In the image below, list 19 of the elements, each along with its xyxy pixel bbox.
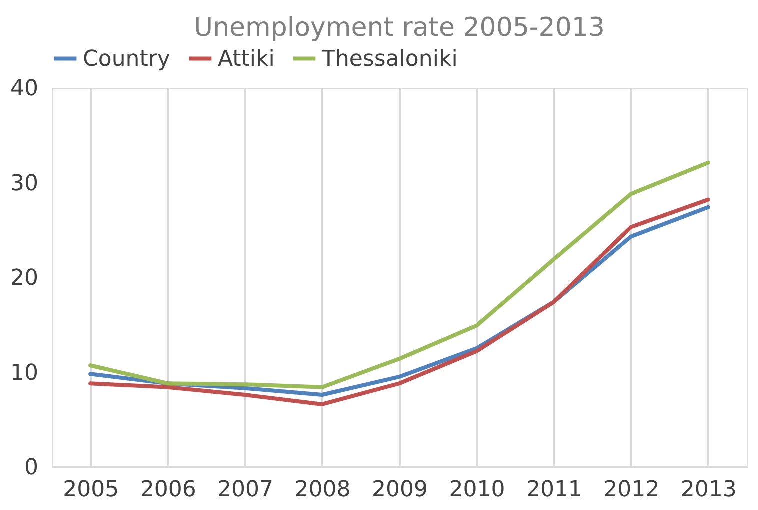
x-tick-label: 2013 <box>680 478 737 502</box>
legend-label: Attiki <box>218 46 275 72</box>
x-tick-label: 2006 <box>140 478 196 502</box>
x-tick-label: 2005 <box>63 478 120 502</box>
x-tick-label: 2009 <box>372 478 428 502</box>
legend-label: Country <box>83 46 170 72</box>
x-tick-label: 2010 <box>449 478 506 502</box>
x-tick-label: 2012 <box>604 478 660 502</box>
chart-title: Unemployment rate 2005-2013 <box>194 13 605 43</box>
line-series <box>88 160 710 390</box>
y-tick-label: 0 <box>24 456 38 480</box>
x-tick-label: 2011 <box>526 478 582 502</box>
y-tick-label: 30 <box>10 171 38 196</box>
x-tick-label: 2008 <box>294 478 351 502</box>
y-tick-label: 20 <box>10 266 38 291</box>
legend-label: Thessaloniki <box>321 46 458 72</box>
x-tick-label: 2007 <box>218 478 274 502</box>
y-tick-label: 10 <box>10 360 38 386</box>
y-tick-label: 40 <box>10 76 38 102</box>
